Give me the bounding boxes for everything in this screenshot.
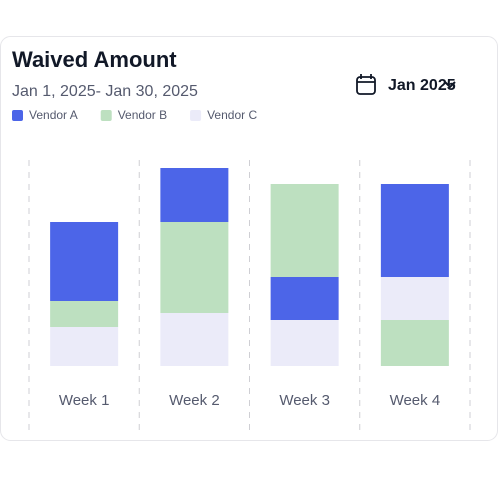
legend-swatch (100, 110, 112, 121)
bar-segment (50, 222, 119, 301)
x-tick-label: Week 1 (59, 392, 110, 409)
legend-label: Vendor B (118, 108, 167, 122)
bar-segment (270, 277, 339, 320)
chart-title: Waived Amount (12, 47, 177, 72)
bar-segment (160, 168, 229, 222)
legend-swatch (12, 110, 23, 121)
period-selector[interactable]: Jan 2025 (356, 74, 456, 95)
bar-segment (50, 301, 119, 327)
calendar-icon (356, 74, 376, 95)
legend-swatch (190, 110, 202, 121)
bar-segment (160, 222, 229, 313)
legend-label: Vendor C (207, 108, 257, 122)
bar-segment (270, 184, 339, 277)
x-tick-label: Week 4 (390, 392, 441, 409)
bar-segment (160, 313, 229, 366)
card (0, 36, 498, 441)
bar-segment (380, 320, 449, 366)
period-label: Jan 2025 (388, 77, 456, 94)
bar-segment (380, 184, 449, 277)
legend: Vendor A Vendor B Vendor C (12, 108, 257, 122)
bar-segment (380, 277, 449, 320)
plot-area: Week 1 Week 2 Week 3 Week 4 (28, 160, 471, 432)
legend-label: Vendor A (29, 108, 78, 122)
chevron-icon (444, 81, 456, 89)
bar-segment (50, 327, 119, 366)
chart-subtitle: Jan 1, 2025- Jan 30, 2025 (12, 83, 198, 100)
x-tick-label: Week 2 (169, 392, 220, 409)
bar-segment (270, 320, 339, 366)
x-tick-label: Week 3 (279, 392, 330, 409)
